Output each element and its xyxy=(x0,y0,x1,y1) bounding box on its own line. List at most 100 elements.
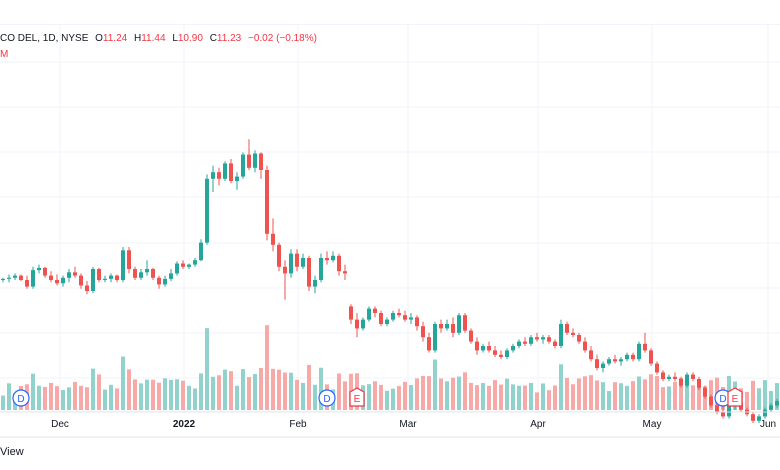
volume-bar xyxy=(661,387,665,410)
time-axis-tick-label: Apr xyxy=(530,419,546,430)
candle-body xyxy=(289,253,293,274)
candle-body xyxy=(691,374,695,379)
volume-bar xyxy=(253,373,257,410)
candle-body xyxy=(637,343,641,360)
volume-bar xyxy=(547,390,551,410)
volume-bar xyxy=(655,376,659,410)
volume-bar xyxy=(199,373,203,410)
volume-bars xyxy=(1,325,779,410)
candle-body xyxy=(181,263,185,267)
volume-bar xyxy=(763,380,767,410)
volume-bar xyxy=(79,385,83,410)
candle-body xyxy=(343,271,347,274)
volume-bar xyxy=(193,388,197,410)
candle-body xyxy=(61,277,65,284)
volume-bar xyxy=(493,380,497,410)
candlestick-series xyxy=(1,139,779,423)
volume-bar xyxy=(343,381,347,410)
candle-body xyxy=(457,315,461,333)
symbol-label[interactable]: CO DEL, 1D, NYSE xyxy=(0,33,89,44)
candle-body xyxy=(115,275,119,280)
volume-bar xyxy=(223,369,227,410)
volume-bar xyxy=(187,385,191,410)
candle-body xyxy=(775,401,779,406)
candle-body xyxy=(193,260,197,265)
candle-body xyxy=(409,317,413,320)
candle-body xyxy=(229,163,233,181)
close-label: C xyxy=(209,33,217,44)
volume-bar xyxy=(217,375,221,410)
volume-bar xyxy=(271,368,275,410)
candle-body xyxy=(355,319,359,329)
candle-body xyxy=(547,337,551,342)
volume-bar xyxy=(31,373,35,410)
volume-bar xyxy=(565,377,569,410)
volume-bar xyxy=(631,381,635,410)
volume-bar xyxy=(577,378,581,410)
candle-body xyxy=(49,275,53,280)
candle-body xyxy=(655,363,659,373)
candle-body xyxy=(415,317,419,327)
open-label: O xyxy=(95,33,103,44)
volume-bar xyxy=(769,391,773,410)
candle-body xyxy=(37,267,41,271)
time-axis-tick-label: Mar xyxy=(399,419,417,430)
volume-bar xyxy=(295,379,299,410)
volume-bar xyxy=(619,383,623,410)
time-axis: Dec 2022 Feb Mar Apr May Jun xyxy=(0,411,780,438)
earnings-marker[interactable]: E xyxy=(727,387,743,407)
candle-body xyxy=(79,275,83,286)
volume-bar xyxy=(775,383,779,410)
volume-bar xyxy=(751,380,755,410)
candle-body xyxy=(391,313,395,320)
candle-body xyxy=(373,308,377,313)
candle-body xyxy=(55,280,59,284)
candle-body xyxy=(121,250,125,280)
candle-body xyxy=(487,346,491,351)
candle-body xyxy=(403,315,407,320)
candle-body xyxy=(757,416,761,421)
volume-bar xyxy=(103,389,107,410)
footer-link[interactable]: View xyxy=(0,446,24,458)
candle-body xyxy=(421,326,425,338)
volume-bar xyxy=(43,386,47,410)
volume-bar xyxy=(169,379,173,410)
volume-bar xyxy=(439,378,443,410)
candle-body xyxy=(349,306,353,320)
candle-body xyxy=(643,343,647,351)
volume-bar xyxy=(241,369,245,410)
candle-body xyxy=(187,264,191,267)
time-axis-tick-label: May xyxy=(643,419,662,430)
candle-body xyxy=(397,313,401,316)
low-value: 10.90 xyxy=(177,33,203,44)
time-axis-tick-label: 2022 xyxy=(173,419,196,430)
volume-bar xyxy=(337,373,341,410)
candle-body xyxy=(727,405,731,417)
candle-body xyxy=(685,374,689,386)
candle-body xyxy=(205,178,209,243)
candle-body xyxy=(7,277,11,279)
volume-bar xyxy=(697,380,701,410)
volume-bar xyxy=(463,372,467,410)
candle-body xyxy=(535,337,539,340)
candle-body xyxy=(505,350,509,357)
volume-bar xyxy=(451,377,455,410)
volume-bar xyxy=(85,387,89,410)
volume-bar xyxy=(403,381,407,410)
volume-bar xyxy=(673,381,677,410)
candle-body xyxy=(571,332,575,335)
candle-body xyxy=(169,273,173,279)
earnings-marker[interactable]: E xyxy=(349,387,365,407)
candle-body xyxy=(295,253,299,267)
dividend-marker[interactable]: D xyxy=(318,389,336,407)
dividend-marker[interactable]: D xyxy=(12,389,30,407)
volume-bar xyxy=(313,384,317,410)
candle-body xyxy=(259,153,263,170)
candle-body xyxy=(493,350,497,355)
event-marker-label: E xyxy=(732,394,739,405)
candle-body xyxy=(523,341,527,344)
low-label: L xyxy=(172,33,178,44)
candle-body xyxy=(769,405,773,410)
